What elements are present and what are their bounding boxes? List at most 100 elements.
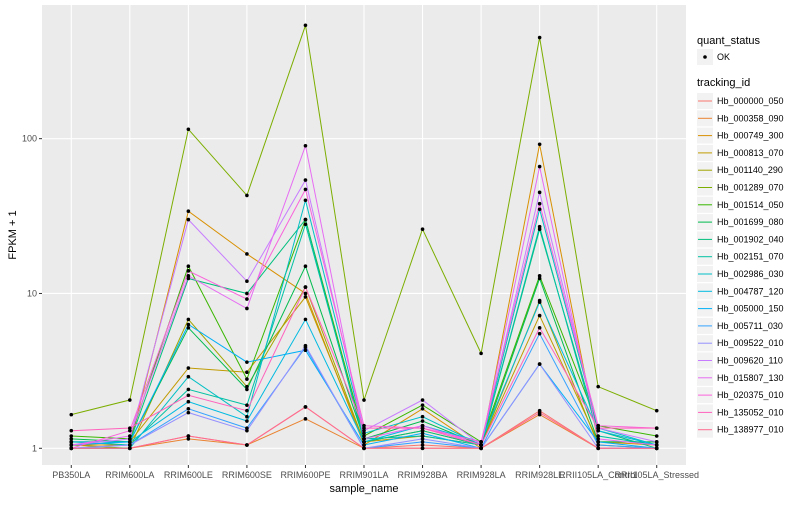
legend-label: Hb_001902_040	[717, 234, 784, 244]
data-point	[362, 398, 366, 402]
data-point	[186, 264, 191, 269]
data-point	[245, 403, 249, 407]
data-point	[537, 201, 542, 206]
data-point	[245, 279, 249, 284]
legend-label: Hb_005000_150	[717, 304, 784, 314]
data-point	[537, 313, 542, 318]
data-point	[128, 434, 132, 438]
data-point	[654, 440, 659, 444]
data-point	[537, 190, 542, 195]
data-point	[654, 443, 659, 447]
legend-label: Hb_004787_120	[717, 286, 784, 296]
data-point	[596, 384, 600, 389]
data-point	[69, 440, 74, 444]
x-tick-label: RRII105LA_Control	[559, 470, 637, 480]
data-point	[69, 412, 74, 417]
data-point	[245, 408, 249, 413]
data-point	[245, 370, 249, 375]
data-point	[245, 387, 249, 392]
data-point	[186, 437, 191, 441]
data-point	[596, 428, 600, 433]
x-tick-label: RRIM901LA	[339, 470, 388, 480]
data-point	[537, 142, 542, 147]
data-point	[362, 426, 366, 430]
data-point	[128, 437, 132, 441]
data-point	[537, 300, 542, 304]
x-tick-label: RRIM600PE	[280, 470, 330, 480]
data-point	[362, 437, 366, 441]
data-point	[245, 377, 249, 381]
data-point	[303, 317, 308, 322]
data-point	[420, 414, 425, 419]
data-point	[245, 384, 249, 389]
y-tick-label: 1	[32, 443, 37, 453]
data-point	[128, 428, 132, 433]
data-point	[186, 406, 191, 411]
data-point	[420, 443, 425, 447]
legend-title: quant_status	[697, 35, 760, 47]
data-point	[245, 414, 249, 419]
data-point	[537, 274, 542, 278]
data-point	[69, 443, 74, 447]
data-point	[479, 446, 483, 451]
data-point	[303, 343, 308, 348]
x-tick-label: RRII105LA_Stressed	[614, 470, 699, 480]
data-point	[420, 398, 425, 402]
legend-label: Hb_020375_010	[717, 390, 784, 400]
x-tick-label: PB350LA	[52, 470, 90, 480]
data-point	[596, 437, 600, 441]
data-point	[420, 419, 425, 423]
legend-label: Hb_000749_300	[717, 131, 784, 141]
data-point	[303, 178, 308, 182]
data-point	[537, 207, 542, 212]
x-tick-label: RRIM928LA	[457, 470, 506, 480]
data-point	[186, 217, 191, 222]
data-point	[420, 428, 425, 433]
y-tick-label: 100	[22, 134, 37, 144]
data-point	[245, 428, 249, 433]
legend-label: Hb_002986_030	[717, 269, 784, 279]
data-point	[654, 446, 659, 451]
data-point	[303, 285, 308, 289]
data-point	[537, 164, 542, 169]
data-point	[596, 426, 600, 430]
y-axis-title: FPKM + 1	[7, 210, 19, 259]
legend-label: Hb_000358_090	[717, 113, 784, 123]
legend-label: OK	[717, 52, 730, 62]
data-point	[420, 446, 425, 451]
legend-label: Hb_135052_010	[717, 407, 784, 417]
legend-label: Hb_009522_010	[717, 338, 784, 348]
data-point	[245, 443, 249, 447]
data-point	[303, 348, 308, 353]
data-point	[537, 35, 542, 40]
data-point	[420, 403, 425, 407]
data-point	[303, 264, 308, 269]
data-point	[128, 443, 132, 447]
x-tick-label: RRIM928LE	[515, 470, 564, 480]
legend-label: Hb_001140_290	[717, 165, 783, 175]
data-point	[303, 291, 308, 296]
data-point	[245, 291, 249, 296]
data-point	[362, 431, 366, 436]
legend-label: Hb_000813_070	[717, 148, 784, 158]
data-point	[537, 410, 542, 415]
data-point	[537, 227, 542, 232]
data-point	[186, 276, 191, 281]
data-point	[596, 434, 600, 438]
data-point	[303, 23, 308, 28]
data-point	[245, 426, 249, 430]
data-point	[245, 193, 249, 198]
data-point	[362, 446, 366, 451]
data-point	[537, 326, 542, 330]
data-point	[128, 398, 132, 402]
data-point	[186, 387, 191, 392]
data-point	[186, 393, 191, 398]
data-point	[245, 419, 249, 423]
data-point	[186, 366, 191, 370]
data-point	[245, 306, 249, 311]
data-point	[303, 143, 308, 148]
data-point	[420, 437, 425, 441]
y-tick-label: 10	[27, 288, 37, 298]
data-point	[420, 227, 425, 232]
data-point	[186, 127, 191, 132]
